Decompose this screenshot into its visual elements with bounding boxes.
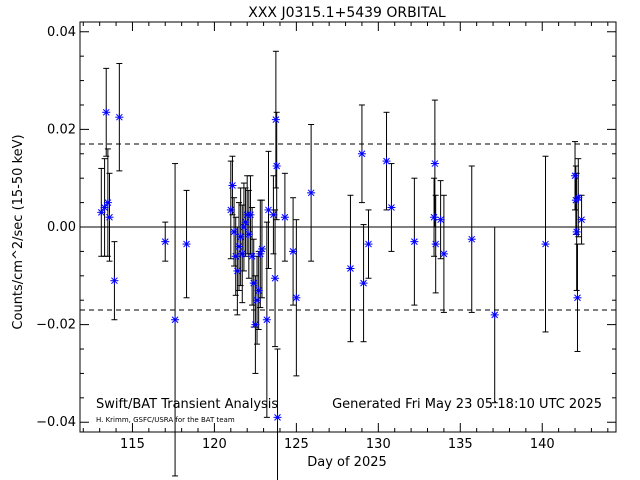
data-point: [171, 315, 180, 324]
x-tick-label: 115: [120, 437, 145, 452]
data-point: [430, 159, 439, 168]
data-point: [249, 279, 258, 288]
x-axis-label: Day of 2025: [307, 455, 387, 470]
data-point: [490, 310, 499, 319]
data-point: [253, 296, 262, 305]
data-point: [228, 181, 237, 190]
data-point: [115, 113, 124, 122]
data-point: [257, 244, 266, 253]
data-point: [571, 171, 580, 180]
data-point: [280, 213, 289, 222]
data-point: [105, 213, 114, 222]
data-point: [251, 320, 260, 329]
x-axis-ticks: 115 120 125 130 135 140: [82, 22, 609, 452]
data-point: [226, 205, 235, 214]
x-tick-label: 120: [202, 437, 227, 452]
data-point: [161, 237, 170, 246]
data-point: [110, 276, 119, 285]
data-point: [541, 240, 550, 249]
data-point: [269, 210, 278, 219]
x-tick-label: 130: [366, 437, 391, 452]
data-markers: [97, 108, 586, 422]
data-point: [364, 240, 373, 249]
data-point: [246, 210, 255, 219]
data-point: [272, 161, 281, 170]
y-tick-label: 0.02: [47, 122, 76, 137]
data-point: [574, 193, 583, 202]
data-point: [254, 286, 263, 295]
x-tick-label: 125: [284, 437, 309, 452]
chart-title: XXX J0315.1+5439 ORBITAL: [248, 5, 446, 21]
data-point: [100, 203, 109, 212]
y-tick-label: 0.04: [47, 25, 76, 40]
data-point: [271, 115, 280, 124]
data-point: [577, 215, 586, 224]
data-point: [346, 264, 355, 273]
data-point: [431, 240, 440, 249]
y-axis-label: Counts/cm^2/sec (15-50 keV): [11, 134, 26, 329]
data-point: [387, 203, 396, 212]
data-point: [573, 293, 582, 302]
x-tick-label: 140: [530, 437, 555, 452]
data-point: [289, 247, 298, 256]
data-point: [244, 230, 253, 239]
data-point: [238, 249, 247, 258]
y-tick-label: 0.00: [47, 220, 76, 235]
credit-text: H. Krimm, GSFC/USRA for the BAT team: [96, 416, 235, 424]
data-point: [236, 232, 245, 241]
data-point: [430, 213, 439, 222]
data-point: [410, 237, 419, 246]
data-point: [292, 293, 301, 302]
data-point: [271, 274, 280, 283]
data-point: [382, 157, 391, 166]
y-axis-ticks: −0.04 −0.02 0.00 0.02 0.04: [36, 25, 616, 430]
data-point: [182, 240, 191, 249]
data-point: [97, 208, 106, 217]
x-tick-label: 135: [448, 437, 473, 452]
data-point: [234, 242, 243, 251]
data-point: [230, 227, 239, 236]
data-point: [248, 252, 257, 261]
y-tick-label: −0.02: [36, 318, 76, 333]
data-point: [357, 149, 366, 158]
reference-lines: [80, 143, 616, 311]
data-point: [231, 252, 240, 261]
data-point: [262, 315, 271, 324]
data-point: [307, 188, 316, 197]
annotation-right: Generated Fri May 23 05:18:10 UTC 2025: [332, 397, 602, 412]
data-point: [264, 205, 273, 214]
data-point: [439, 249, 448, 258]
data-point: [273, 413, 282, 422]
data-point: [233, 266, 242, 275]
data-point: [436, 215, 445, 224]
data-point: [467, 235, 476, 244]
data-point: [103, 198, 112, 207]
annotation-left: Swift/BAT Transient Analysis: [96, 397, 278, 412]
data-point: [359, 279, 368, 288]
data-point: [572, 227, 581, 236]
data-point: [241, 218, 250, 227]
data-point: [102, 108, 111, 117]
y-tick-label: −0.04: [36, 415, 76, 430]
